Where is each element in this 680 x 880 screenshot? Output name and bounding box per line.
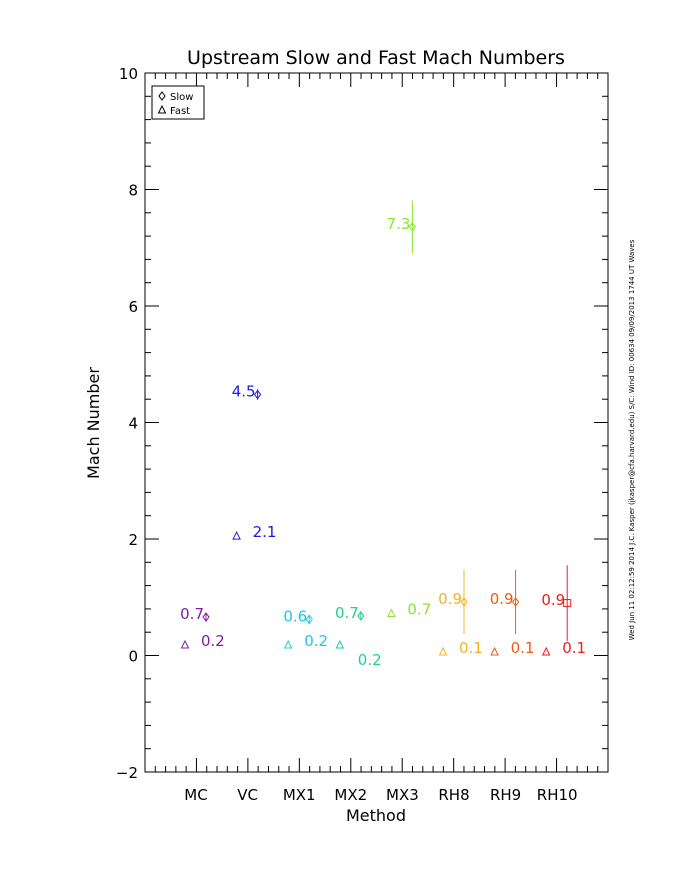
fast-triangle-marker [180, 639, 190, 649]
fast-data-label: 0.7 [407, 601, 431, 619]
data-points: 0.7 4.5 0.6 0.7 7.3 0.9 0.9 0.9 0.2 2.1 0.2 0.2 0.7 0… [180, 200, 586, 669]
legend-diamond-icon [158, 91, 166, 101]
x-tick-label: RH9 [490, 786, 521, 804]
fast-triangle-marker [490, 646, 499, 656]
x-tick-label: MX2 [334, 786, 367, 804]
chart-title: Upstream Slow and Fast Mach Numbers [187, 47, 565, 69]
slow-data-label: 4.5 [232, 383, 256, 401]
x-axis: MC VC MX1 MX2 MX3 RH8 RH9 RH10 [144, 73, 609, 804]
slow-data-label: 0.9 [490, 590, 514, 608]
x-axis-label: Method [346, 806, 406, 825]
slow-data-label: 0.7 [335, 604, 359, 622]
slow-data-label: 0.6 [283, 607, 307, 625]
fast-triangle-marker [335, 639, 345, 649]
fast-triangle-marker [283, 639, 293, 649]
slow-data-label: 0.7 [180, 605, 204, 623]
y-tick-label: 4 [128, 415, 138, 433]
slow-diamond-marker [460, 597, 468, 607]
y-tick-label: −2 [116, 764, 138, 782]
y-tick-label: 10 [119, 65, 138, 83]
slow-diamond-marker [253, 389, 262, 400]
fast-data-label: 0.2 [304, 632, 328, 650]
legend-triangle-icon [157, 104, 167, 114]
slow-data-label: 7.3 [387, 215, 411, 233]
y-tick-label: 6 [128, 298, 138, 316]
y-tick-label: 8 [128, 182, 138, 200]
slow-diamond-marker [305, 614, 313, 625]
x-tick-label: MC [184, 786, 207, 804]
legend-entry-fast: Fast [170, 106, 190, 117]
slow-diamond-marker [357, 611, 365, 621]
slow-square-marker [563, 599, 572, 608]
fast-data-label: 0.2 [201, 632, 225, 650]
fast-data-label: 0.1 [511, 639, 535, 657]
y-axis: −2 0 2 4 6 8 10 [116, 65, 608, 782]
x-tick-label: VC [237, 786, 258, 804]
y-tick-label: 0 [128, 648, 138, 666]
fast-triangle-marker [541, 646, 551, 656]
fast-data-label: 0.1 [459, 639, 483, 657]
y-axis-label: Mach Number [84, 367, 103, 479]
slow-diamond-marker [511, 597, 520, 607]
slow-data-label: 0.9 [438, 590, 462, 608]
slow-diamond-marker [408, 221, 417, 232]
slow-diamond-marker [202, 612, 210, 622]
x-tick-label: MX3 [386, 786, 419, 804]
fast-data-label: 2.1 [253, 523, 277, 541]
fast-triangle-marker [232, 530, 241, 540]
x-tick-label: MX1 [283, 786, 316, 804]
y-tick-label: 2 [128, 531, 138, 549]
legend: Slow Fast [151, 85, 205, 120]
x-tick-label: RH8 [438, 786, 469, 804]
fast-data-label: 0.1 [562, 639, 586, 657]
x-tick-label: RH10 [537, 786, 578, 804]
fast-triangle-marker [387, 608, 396, 618]
side-note: Wed Jun 11 02:12:59 2014 J.C. Kasper (jk… [628, 239, 636, 640]
legend-entry-slow: Slow [170, 92, 193, 103]
slow-data-label: 0.9 [541, 591, 565, 609]
fast-data-label: 0.2 [358, 651, 382, 669]
fast-triangle-marker [438, 646, 448, 656]
